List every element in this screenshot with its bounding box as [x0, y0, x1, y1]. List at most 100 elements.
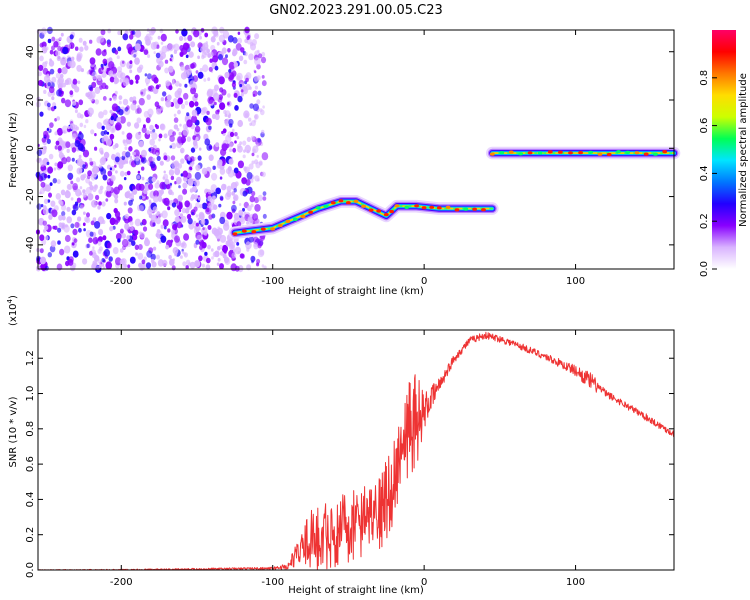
noise-blob: [109, 109, 113, 114]
noise-blob: [206, 110, 210, 115]
noise-blob: [178, 185, 181, 189]
noise-blob: [197, 55, 201, 60]
noise-blob: [90, 200, 97, 208]
noise-blob: [180, 72, 187, 80]
noise-blob: [110, 116, 114, 121]
heatmap-ytick-label: -20: [25, 188, 36, 204]
noise-blob: [150, 161, 156, 169]
noise-blob: [57, 145, 62, 151]
noise-blob: [160, 224, 164, 229]
noise-blob: [100, 130, 106, 137]
noise-blob: [158, 84, 161, 88]
noise-blob: [213, 92, 220, 101]
noise-blob: [238, 203, 242, 206]
noise-blob: [78, 37, 83, 43]
noise-blob: [64, 99, 72, 108]
noise-blob: [141, 259, 146, 265]
noise-blob: [40, 172, 47, 181]
noise-blob: [221, 143, 228, 152]
noise-blob: [205, 117, 212, 126]
chart-title: GN02.2023.291.00.05.C23: [269, 3, 443, 18]
noise-blob: [58, 222, 63, 228]
noise-blob: [254, 70, 257, 74]
noise-blob: [82, 258, 88, 265]
noise-blob: [147, 208, 153, 216]
noise-blob: [91, 81, 97, 89]
noise-blob: [231, 82, 236, 88]
noise-blob: [251, 160, 255, 165]
noise-blob: [55, 193, 61, 200]
noise-blob: [106, 185, 112, 192]
noise-blob: [156, 108, 162, 115]
noise-blob: [113, 80, 118, 85]
noise-blob: [144, 73, 148, 77]
ramp-ridge-hotspot: [293, 217, 298, 221]
ramp-ridge-hotspot: [421, 206, 427, 210]
noise-blob: [82, 222, 86, 227]
noise-blob: [51, 76, 57, 83]
noise-blob: [108, 70, 114, 77]
noise-blob: [115, 170, 118, 174]
noise-blob: [112, 247, 119, 255]
noise-blob: [242, 190, 248, 197]
noise-blob: [207, 195, 213, 202]
noise-blob: [39, 55, 44, 62]
noise-blob: [95, 194, 100, 201]
colorbar-label: Normalized spectral amplitude: [738, 73, 749, 227]
noise-blob: [70, 180, 74, 185]
noise-blob: [219, 263, 224, 270]
snr-frame: [37, 329, 675, 571]
noise-blob: [206, 257, 211, 264]
upper-ridge-hotspot: [558, 150, 563, 154]
noise-blob: [59, 36, 62, 41]
noise-blob: [200, 107, 206, 116]
noise-blob: [261, 51, 266, 57]
noise-blob: [172, 78, 175, 82]
ramp-ridge-hotspot: [353, 199, 359, 203]
noise-blob: [232, 200, 236, 205]
noise-blob: [195, 222, 199, 227]
noise-blob: [153, 246, 157, 251]
noise-blob: [191, 187, 196, 192]
noise-blob: [82, 149, 90, 158]
noise-blob: [232, 249, 236, 253]
noise-blob: [221, 183, 227, 191]
noise-blob: [258, 53, 263, 59]
noise-blob: [207, 96, 214, 104]
ramp-ridge-hotspot: [338, 199, 344, 203]
noise-blob: [197, 196, 201, 201]
noise-blob: [137, 170, 141, 174]
noise-blob: [60, 58, 67, 66]
noise-blob: [242, 207, 245, 212]
noise-blob: [137, 252, 144, 260]
noise-blob: [145, 196, 149, 200]
heatmap-ylabel: Frequency (Hz): [8, 112, 19, 188]
noise-blob: [94, 146, 98, 151]
noise-blob: [42, 61, 48, 68]
noise-blob: [135, 252, 138, 256]
noise-blob: [62, 46, 69, 55]
noise-blob: [61, 140, 65, 146]
noise-blob: [134, 43, 141, 52]
noise-blob: [56, 89, 62, 97]
noise-blob: [180, 136, 186, 143]
ramp-ridge-hotspot: [277, 224, 283, 228]
noise-blob: [178, 131, 182, 136]
noise-blob: [83, 211, 86, 215]
ramp-ridge-hotspot: [346, 201, 351, 205]
noise-blob: [262, 105, 265, 109]
noise-blob: [78, 227, 82, 233]
noise-blob: [151, 176, 156, 183]
noise-blob: [173, 160, 179, 167]
noise-blob: [150, 214, 157, 223]
noise-blob: [103, 151, 110, 159]
noise-blob: [228, 158, 234, 165]
noise-blob: [123, 201, 127, 206]
noise-blob: [219, 176, 223, 180]
snr-multiplier-close: ): [8, 295, 19, 299]
noise-blob: [226, 211, 233, 220]
upper-ridge-hotspot: [597, 152, 603, 156]
noise-blob: [180, 158, 185, 164]
noise-blob: [261, 75, 265, 79]
noise-blob: [41, 41, 47, 48]
